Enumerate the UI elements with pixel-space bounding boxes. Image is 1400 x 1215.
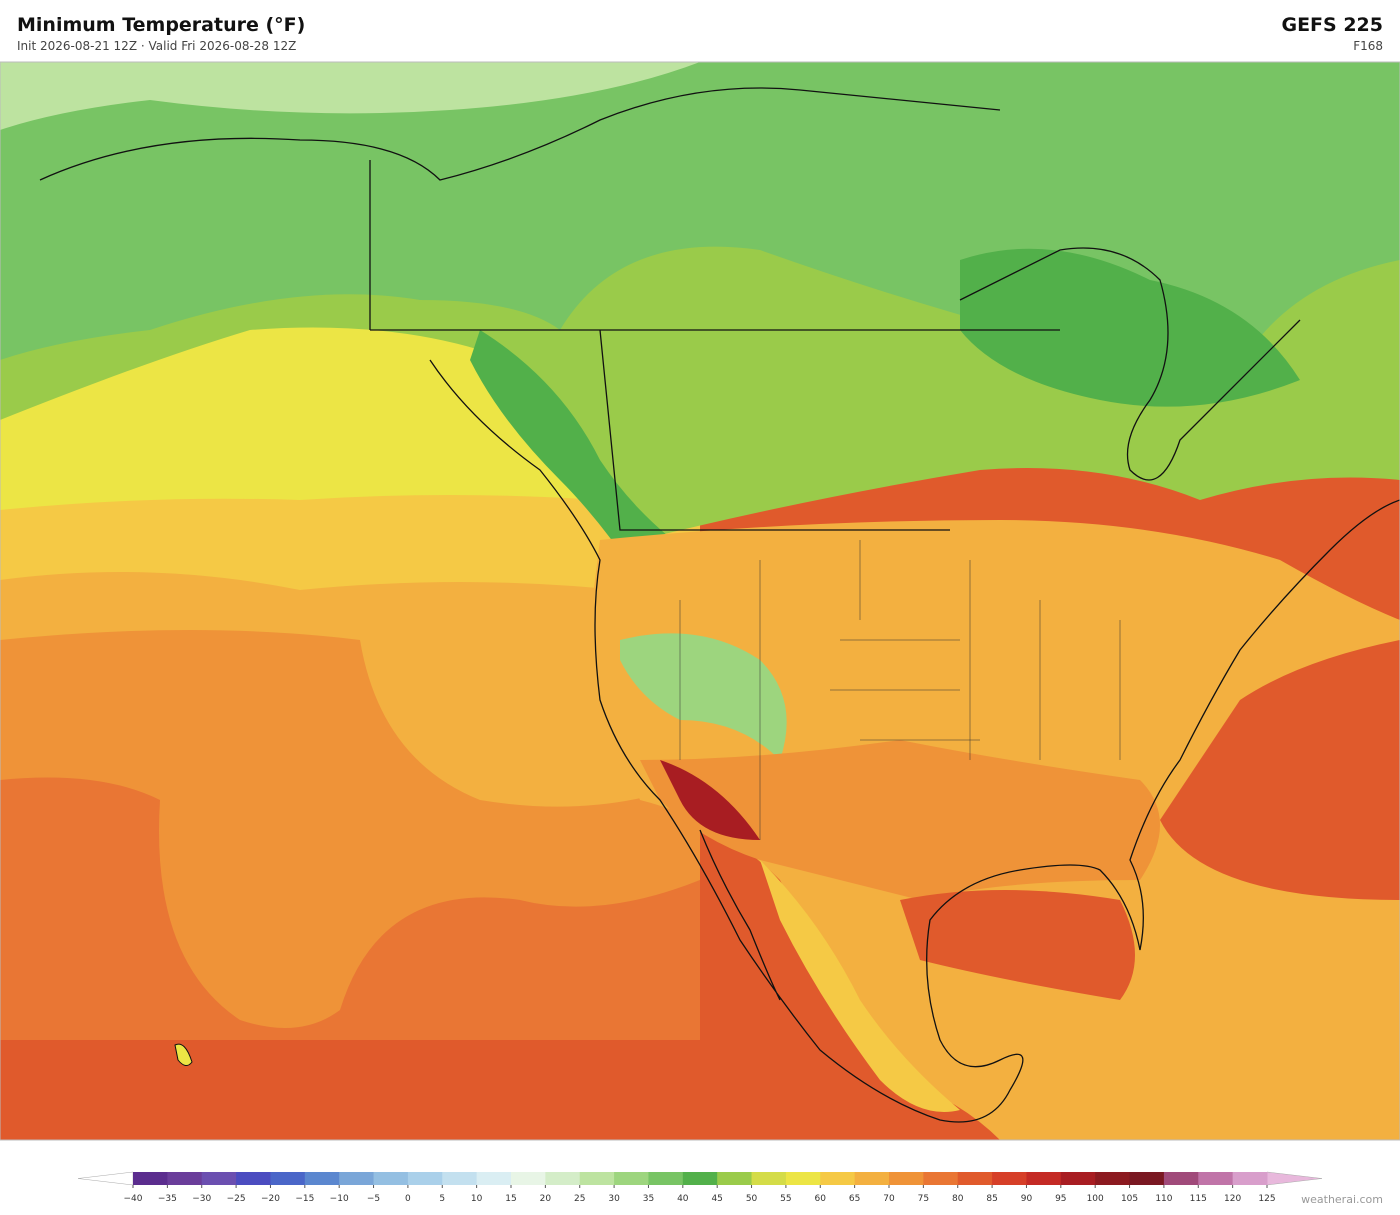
color-swatch xyxy=(923,1172,959,1185)
tick-label: −10 xyxy=(330,1194,349,1204)
tick-label: 65 xyxy=(849,1194,860,1204)
tick-label: 15 xyxy=(505,1194,516,1204)
color-swatch xyxy=(614,1172,649,1185)
tick-label: 35 xyxy=(643,1194,654,1204)
over-triangle xyxy=(1266,1171,1323,1186)
color-swatch xyxy=(201,1172,237,1185)
model-label: GEFS 225 xyxy=(1281,14,1383,36)
tick-label: 95 xyxy=(1055,1194,1066,1204)
color-swatch xyxy=(1060,1172,1096,1185)
title: Minimum Temperature (°F) xyxy=(17,14,306,36)
color-swatch xyxy=(304,1172,340,1185)
tick-label: −5 xyxy=(367,1194,380,1204)
color-swatch xyxy=(957,1172,993,1185)
color-swatch xyxy=(1095,1172,1131,1185)
tick-label: 20 xyxy=(540,1194,552,1204)
tick-label: −40 xyxy=(124,1194,143,1204)
tick-label: 120 xyxy=(1224,1194,1241,1204)
color-swatch xyxy=(133,1172,168,1185)
credit: weatherai.com xyxy=(1301,1193,1383,1206)
tick-label: 70 xyxy=(883,1194,895,1204)
subtitle: Init 2026-08-21 12Z · Valid Fri 2026-08-… xyxy=(17,39,297,53)
color-swatch xyxy=(545,1172,581,1185)
tick-label: 105 xyxy=(1121,1194,1138,1204)
tick-label: −15 xyxy=(295,1194,314,1204)
tick-label: 80 xyxy=(952,1194,964,1204)
color-swatch xyxy=(1232,1172,1268,1185)
color-swatch xyxy=(407,1172,443,1185)
tick-label: 10 xyxy=(471,1194,483,1204)
tick-label: −20 xyxy=(261,1194,280,1204)
color-swatch xyxy=(511,1172,546,1185)
map xyxy=(0,61,1400,1141)
color-swatch xyxy=(751,1172,787,1185)
tick-label: 25 xyxy=(574,1194,585,1204)
tick-label: −25 xyxy=(227,1194,246,1204)
color-swatch xyxy=(1026,1172,1062,1185)
tick-label: 85 xyxy=(986,1194,997,1204)
color-swatch xyxy=(339,1172,375,1185)
color-swatch xyxy=(648,1172,684,1185)
color-swatch xyxy=(236,1172,271,1185)
tick-label: 110 xyxy=(1155,1194,1172,1204)
color-swatch xyxy=(579,1172,615,1185)
color-swatch xyxy=(1198,1172,1234,1185)
tick-label: 45 xyxy=(711,1194,722,1204)
color-swatch xyxy=(854,1172,890,1185)
color-swatch xyxy=(992,1172,1027,1185)
color-swatch xyxy=(1163,1172,1199,1185)
tick-label: 125 xyxy=(1258,1194,1275,1204)
color-swatch xyxy=(820,1172,856,1185)
tick-label: 90 xyxy=(1021,1194,1033,1204)
tick-label: 100 xyxy=(1087,1194,1104,1204)
tick-label: 115 xyxy=(1190,1194,1207,1204)
tick-label: 40 xyxy=(677,1194,689,1204)
tick-label: 55 xyxy=(780,1194,791,1204)
color-swatch xyxy=(682,1172,718,1185)
tick-label: 0 xyxy=(405,1194,411,1204)
color-swatch xyxy=(442,1172,478,1185)
color-swatch xyxy=(167,1172,203,1185)
color-swatch xyxy=(476,1172,512,1185)
color-swatch xyxy=(270,1172,306,1185)
tick-label: −35 xyxy=(158,1194,177,1204)
tick-label: −30 xyxy=(192,1194,211,1204)
colorbar: −40 −35 −30 −25 −20 −15 −10 −5 0 5 10 15 20 25 30 35 40 4… xyxy=(77,1171,1323,1204)
color-swatch xyxy=(889,1172,924,1185)
forecast-hour: F168 xyxy=(1353,39,1383,53)
color-swatch xyxy=(717,1172,753,1185)
tick-label: 75 xyxy=(918,1194,929,1204)
color-swatch xyxy=(1129,1172,1165,1185)
tick-label: 5 xyxy=(439,1194,445,1204)
tick-label: 30 xyxy=(608,1194,620,1204)
tick-label: 50 xyxy=(746,1194,758,1204)
under-triangle xyxy=(77,1171,134,1186)
color-swatch xyxy=(785,1172,821,1185)
color-swatch xyxy=(373,1172,409,1185)
tick-label: 60 xyxy=(815,1194,827,1204)
